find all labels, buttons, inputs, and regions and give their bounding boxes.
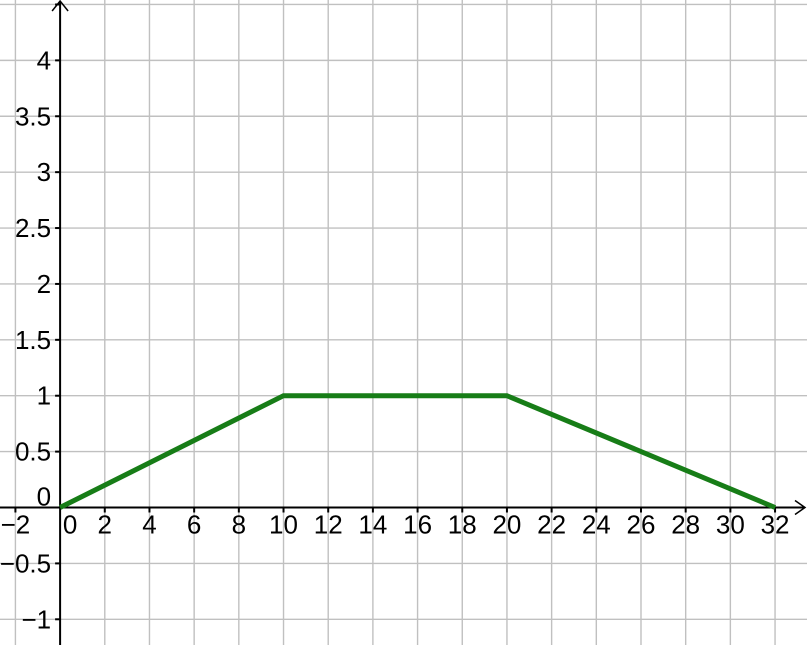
x-tick-label: 22 — [537, 510, 566, 540]
function-line-piecewise-linear-function — [58, 393, 777, 510]
x-tick-label: 2 — [98, 510, 112, 540]
y-axis-arrow — [51, 0, 69, 12]
x-tick-label: 20 — [492, 510, 521, 540]
x-tick-label: 0 — [63, 510, 77, 540]
x-tick-label: 10 — [269, 510, 298, 540]
y-tick-label: 4 — [37, 45, 51, 75]
y-tick-label: −1 — [21, 604, 51, 634]
y-tick-label: 0.5 — [15, 437, 51, 467]
x-tick-label: 30 — [716, 510, 745, 540]
x-tick-label: 24 — [582, 510, 611, 540]
y-tick-label: 1 — [37, 381, 51, 411]
x-tick-label: 32 — [761, 510, 790, 540]
y-tick-label: 3.5 — [15, 101, 51, 131]
x-tick-label: 12 — [314, 510, 343, 540]
x-tick-label: 16 — [403, 510, 432, 540]
x-tick-label: 14 — [358, 510, 387, 540]
x-tick-label: 26 — [627, 510, 656, 540]
y-tick-label: 2 — [37, 269, 51, 299]
y-tick-label: 3 — [37, 157, 51, 187]
x-tick-label: −2 — [1, 510, 31, 540]
y-tick-label: 0 — [37, 482, 51, 512]
x-tick-label: 4 — [142, 510, 156, 540]
x-tick-label: 6 — [187, 510, 201, 540]
y-tick-label: 2.5 — [15, 213, 51, 243]
x-tick-label: 8 — [232, 510, 246, 540]
x-axis-arrow — [794, 499, 807, 516]
x-tick-label: 28 — [671, 510, 700, 540]
y-tick-label: 1.5 — [15, 325, 51, 355]
x-tick-label: 18 — [448, 510, 477, 540]
y-tick-label: −0.5 — [0, 548, 51, 578]
